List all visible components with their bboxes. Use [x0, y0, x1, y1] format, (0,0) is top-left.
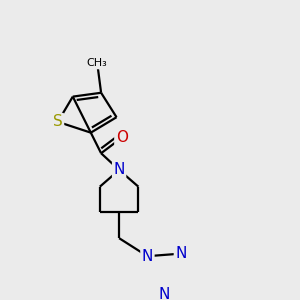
- Text: N: N: [158, 287, 170, 300]
- Text: CH₃: CH₃: [87, 58, 108, 68]
- Text: N: N: [175, 246, 187, 261]
- Text: N: N: [113, 163, 125, 178]
- Text: S: S: [53, 114, 63, 129]
- Text: O: O: [116, 130, 128, 145]
- Text: N: N: [142, 249, 153, 264]
